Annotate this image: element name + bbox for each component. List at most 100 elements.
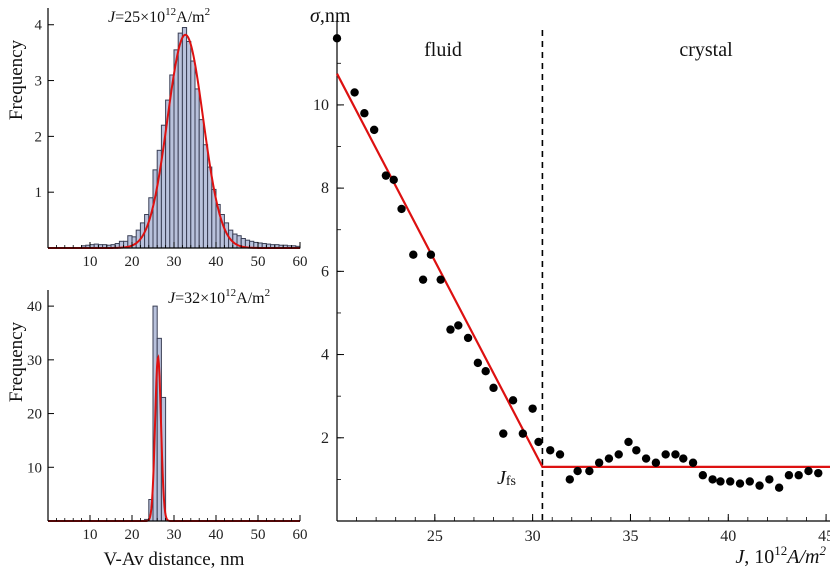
scatter-y-tick-label-0: 2 bbox=[321, 430, 329, 447]
tl-x-tick-label-4: 50 bbox=[251, 254, 266, 270]
tl-y-tick-label-3: 4 bbox=[35, 18, 43, 34]
bl-y-tick-label-2: 30 bbox=[27, 353, 42, 369]
bl-y-tick-label-0: 10 bbox=[27, 460, 42, 476]
scatter-point-21 bbox=[534, 437, 543, 447]
scatter-y-tick-label-4: 10 bbox=[313, 97, 329, 114]
scatter-point-46 bbox=[774, 483, 784, 492]
scatter-point-37 bbox=[688, 458, 698, 467]
scatter-point-24 bbox=[565, 475, 575, 484]
scatter-x-tick-label-4: 45 bbox=[818, 528, 830, 545]
scatter-point-2 bbox=[360, 109, 369, 118]
scatter-y-label-var: σ bbox=[310, 5, 321, 27]
histogram-bottom-annotation-exp: 12 bbox=[225, 287, 236, 299]
scatter-y-label-rest: ,nm bbox=[320, 5, 351, 27]
scatter-point-27 bbox=[594, 458, 604, 467]
scatter-x-label-unit: A/m bbox=[785, 546, 819, 568]
scatter-point-25 bbox=[573, 466, 582, 476]
histogram-top-annotation-unit-exp: 2 bbox=[205, 6, 211, 18]
scatter-point-41 bbox=[726, 477, 735, 486]
scatter-x-tick-label-1: 30 bbox=[525, 528, 541, 545]
scatter-y-ticks: 2 4 6 8 10 bbox=[313, 62, 344, 480]
histogram-top-y-label: Frequency bbox=[6, 39, 27, 120]
tl-bar-17 bbox=[152, 169, 158, 249]
scatter-point-4 bbox=[381, 171, 391, 180]
scatter-y-tick-label-2: 6 bbox=[321, 263, 329, 280]
histogram-bottom-gaussian-fit bbox=[48, 354, 300, 522]
histogram-bottom-panel: 10 20 30 40 50 60 10 20 30 40 J=32×1012A/m2 Freq… bbox=[6, 287, 308, 570]
histogram-bottom-annotation-rest: =32×10 bbox=[175, 290, 225, 307]
scatter-point-10 bbox=[436, 275, 445, 284]
histogram-top-annotation-exp: 12 bbox=[165, 6, 176, 18]
scatter-point-48 bbox=[794, 471, 803, 480]
scatter-points bbox=[332, 34, 823, 492]
tl-bar-29 bbox=[202, 144, 209, 249]
scatter-x-tick-label-2: 35 bbox=[622, 528, 638, 545]
region-label-fluid: fluid bbox=[424, 39, 462, 61]
tl-y-tick-label-0: 1 bbox=[35, 185, 43, 201]
histogram-bottom-annotation-unit: A/m bbox=[236, 290, 265, 307]
scatter-x-label-unit-exp: 2 bbox=[820, 543, 827, 558]
scatter-point-5 bbox=[389, 175, 398, 184]
scatter-point-11 bbox=[446, 325, 455, 334]
histogram-top-bars bbox=[81, 27, 301, 249]
scatter-x-tick-label-0: 25 bbox=[427, 528, 443, 545]
scatter-point-16 bbox=[489, 383, 498, 393]
scatter-point-12 bbox=[454, 321, 463, 330]
scatter-point-9 bbox=[426, 250, 436, 259]
tl-bar-23 bbox=[177, 32, 183, 249]
scatter-point-43 bbox=[745, 477, 754, 486]
scatter-x-label-rest: , 10 bbox=[744, 546, 774, 568]
histogram-bottom-y-ticks: 10 20 30 40 bbox=[27, 299, 54, 476]
tl-x-tick-label-2: 30 bbox=[167, 254, 182, 270]
scatter-point-35 bbox=[671, 450, 680, 459]
scatter-point-7 bbox=[409, 250, 418, 259]
scatter-point-20 bbox=[528, 404, 537, 413]
histogram-top-annotation-unit: A/m bbox=[176, 9, 205, 26]
threshold-label-var: J bbox=[497, 467, 507, 489]
scatter-y-tick-label-1: 4 bbox=[321, 347, 329, 364]
scatter-point-6 bbox=[397, 204, 406, 214]
tl-x-tick-label-5: 60 bbox=[293, 254, 308, 270]
tl-x-tick-label-1: 20 bbox=[125, 254, 140, 270]
tl-bar-30 bbox=[207, 166, 213, 249]
tl-bar-22 bbox=[173, 49, 179, 249]
threshold-label-sub: fs bbox=[506, 474, 516, 489]
histogram-bottom-x-ticks: 10 20 30 40 50 60 bbox=[47, 515, 308, 543]
tl-x-tick-label-0: 10 bbox=[83, 254, 98, 270]
scatter-point-22 bbox=[546, 446, 555, 455]
bl-x-tick-label-0: 10 bbox=[83, 527, 98, 543]
histogram-bottom-annotation-unit-exp: 2 bbox=[265, 287, 271, 299]
scatter-point-32 bbox=[641, 454, 651, 463]
bl-x-tick-label-2: 30 bbox=[167, 527, 182, 543]
scatter-y-tick-label-3: 8 bbox=[321, 180, 329, 197]
bl-y-tick-label-1: 20 bbox=[27, 407, 42, 423]
tl-bar-25 bbox=[186, 40, 192, 249]
scatter-point-1 bbox=[350, 88, 359, 97]
scatter-point-8 bbox=[418, 275, 428, 284]
scatter-point-50 bbox=[814, 468, 823, 478]
tl-x-tick-label-3: 40 bbox=[209, 254, 224, 270]
scatter-point-30 bbox=[624, 437, 633, 447]
scatter-point-39 bbox=[708, 475, 717, 484]
histogram-bottom-annotation-var: J bbox=[168, 290, 176, 307]
tl-bar-27 bbox=[194, 88, 200, 249]
scatter-point-47 bbox=[784, 471, 794, 480]
histogram-bottom-annotation: J=32×1012A/m2 bbox=[168, 287, 270, 307]
scatter-point-3 bbox=[369, 125, 379, 135]
scatter-point-13 bbox=[463, 333, 473, 343]
histogram-top-annotation-rest: =25×10 bbox=[115, 9, 165, 26]
scatter-fit-line bbox=[336, 73, 830, 469]
scatter-point-14 bbox=[473, 358, 483, 368]
scatter-point-0 bbox=[332, 34, 342, 43]
tl-y-tick-label-1: 2 bbox=[35, 129, 43, 145]
scatter-point-49 bbox=[804, 466, 813, 476]
histogram-top-y-ticks: 1 2 3 4 bbox=[35, 18, 54, 201]
bl-x-tick-label-5: 60 bbox=[293, 527, 308, 543]
histogram-bottom-x-label: V-Av distance, nm bbox=[104, 549, 245, 570]
histogram-top-annotation-var: J bbox=[108, 9, 116, 26]
bl-x-tick-label-4: 50 bbox=[251, 527, 266, 543]
scatter-point-38 bbox=[698, 471, 708, 480]
tl-bar-24 bbox=[181, 27, 188, 249]
